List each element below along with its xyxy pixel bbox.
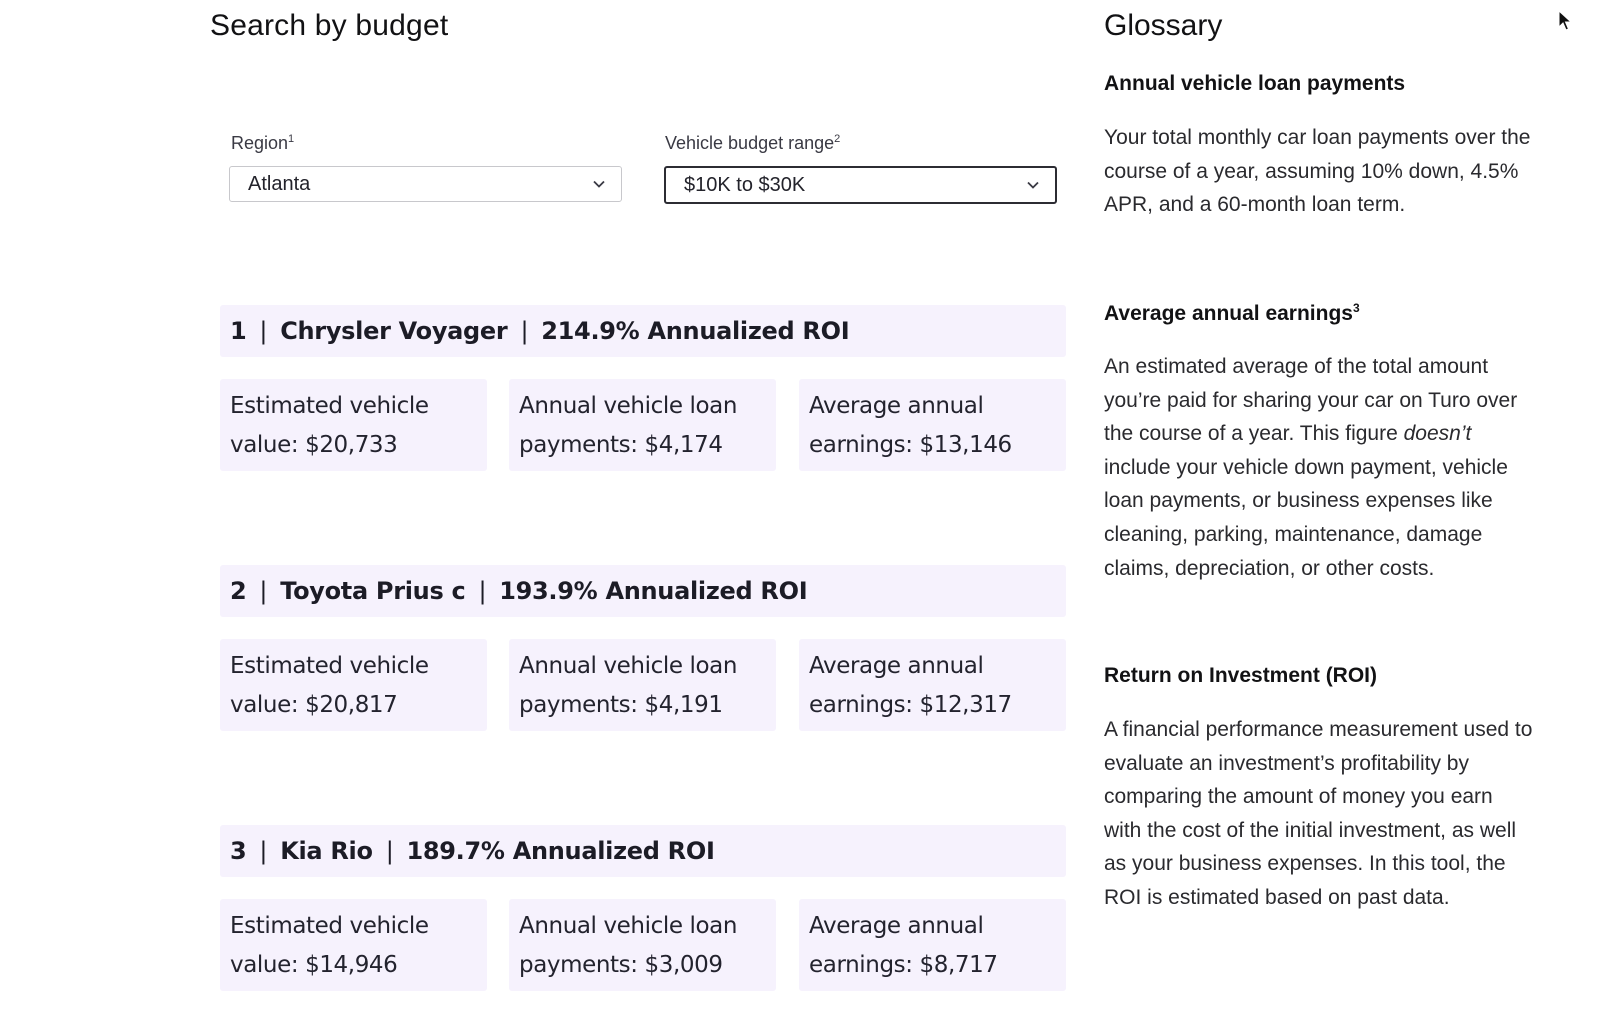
separator: |: [520, 317, 529, 345]
result-rank: 3: [230, 837, 247, 865]
chevron-down-icon: [589, 174, 609, 194]
result-roi: 214.9% Annualized ROI: [541, 317, 850, 345]
separator: |: [259, 577, 268, 605]
glossary-term-earnings: Average annual earnings3: [1104, 301, 1360, 326]
budget-select[interactable]: $10K to $30K: [664, 166, 1057, 204]
result-roi: 193.9% Annualized ROI: [499, 577, 808, 605]
loan-payments-card: Annual vehicle loan payments: $3,009: [509, 899, 776, 991]
region-footnote: 1: [288, 133, 295, 145]
budget-select-value: $10K to $30K: [684, 173, 806, 196]
estimated-value-card: Estimated vehicle value: $14,946: [220, 899, 487, 991]
region-label: Region1: [231, 133, 294, 154]
search-title: Search by budget: [210, 9, 449, 42]
glossary-term-roi: Return on Investment (ROI): [1104, 664, 1378, 687]
annual-earnings-card: Average annual earnings: $8,717: [799, 899, 1066, 991]
result-vehicle: Kia Rio: [280, 837, 373, 865]
estimated-value-card: Estimated vehicle value: $20,817: [220, 639, 487, 731]
region-label-text: Region: [231, 133, 289, 153]
region-select-value: Atlanta: [248, 172, 311, 195]
glossary-definition-earnings: An estimated average of the total amount…: [1104, 350, 1534, 585]
result-vehicle: Chrysler Voyager: [280, 317, 508, 345]
budget-label: Vehicle budget range2: [665, 133, 840, 154]
separator: |: [259, 837, 268, 865]
earnings-footnote: 3: [1352, 301, 1360, 315]
annual-earnings-card: Average annual earnings: $13,146: [799, 379, 1066, 471]
glossary-definition-roi: A financial performance measurement used…: [1104, 718, 1533, 909]
estimated-value-card: Estimated vehicle value: $20,733: [220, 379, 487, 471]
budget-footnote: 2: [834, 133, 841, 145]
earnings-def-part: An estimated average of the total amount…: [1104, 355, 1518, 446]
mouse-pointer-icon: [1558, 10, 1572, 31]
loan-payments-card: Annual vehicle loan payments: $4,174: [509, 379, 776, 471]
separator: |: [259, 317, 268, 345]
glossary-title: Glossary: [1104, 9, 1223, 42]
separator: |: [478, 577, 487, 605]
chevron-down-icon: [1023, 175, 1043, 195]
result-roi: 189.7% Annualized ROI: [406, 837, 715, 865]
annual-earnings-card: Average annual earnings: $12,317: [799, 639, 1066, 731]
earnings-def-emphasis: doesn’t: [1403, 422, 1472, 446]
result-rank: 2: [230, 577, 247, 605]
glossary-term-earnings-text: Average annual earnings: [1104, 302, 1353, 325]
glossary-definition-loan: Your total monthly car loan payments ove…: [1104, 126, 1531, 217]
result-header: 1 | Chrysler Voyager | 214.9% Annualized…: [220, 305, 1066, 357]
separator: |: [385, 837, 394, 865]
loan-payments-card: Annual vehicle loan payments: $4,191: [509, 639, 776, 731]
result-header: 2 | Toyota Prius c | 193.9% Annualized R…: [220, 565, 1066, 617]
glossary-term-loan: Annual vehicle loan payments: [1104, 72, 1406, 95]
region-select[interactable]: Atlanta: [229, 166, 622, 202]
earnings-def-part: include your vehicle down payment, vehic…: [1104, 455, 1508, 580]
result-vehicle: Toyota Prius c: [280, 577, 466, 605]
budget-label-text: Vehicle budget range: [665, 133, 835, 153]
result-rank: 1: [230, 317, 247, 345]
result-header: 3 | Kia Rio | 189.7% Annualized ROI: [220, 825, 1066, 877]
